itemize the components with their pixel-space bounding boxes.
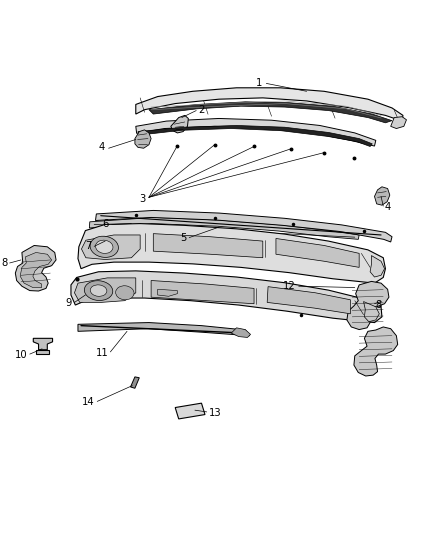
Text: 6: 6 [102, 220, 109, 229]
Polygon shape [364, 302, 379, 322]
Text: 11: 11 [96, 348, 109, 358]
Polygon shape [136, 118, 376, 146]
Text: 5: 5 [180, 233, 186, 244]
Text: 4: 4 [99, 142, 105, 152]
Polygon shape [370, 255, 385, 277]
Polygon shape [231, 328, 251, 337]
Text: 7: 7 [85, 241, 91, 252]
Polygon shape [158, 289, 177, 296]
Text: 9: 9 [65, 298, 72, 308]
Ellipse shape [95, 240, 113, 253]
Polygon shape [36, 350, 49, 354]
Polygon shape [78, 322, 250, 336]
Polygon shape [74, 278, 136, 302]
Polygon shape [81, 235, 140, 260]
Polygon shape [131, 377, 139, 388]
Text: 8: 8 [2, 258, 8, 268]
Polygon shape [374, 187, 390, 205]
Polygon shape [276, 238, 359, 268]
Polygon shape [138, 125, 372, 147]
Polygon shape [149, 102, 392, 123]
Polygon shape [20, 253, 52, 287]
Ellipse shape [90, 236, 118, 257]
Text: 8: 8 [376, 300, 382, 310]
Text: 12: 12 [283, 281, 296, 291]
Polygon shape [151, 280, 254, 304]
Polygon shape [15, 246, 56, 291]
Ellipse shape [116, 286, 134, 300]
Polygon shape [347, 281, 389, 329]
Text: 3: 3 [139, 193, 145, 204]
Text: 2: 2 [198, 104, 205, 115]
Polygon shape [175, 403, 205, 419]
Polygon shape [33, 338, 53, 350]
Polygon shape [391, 117, 406, 128]
Polygon shape [354, 327, 398, 376]
Polygon shape [136, 88, 403, 121]
Ellipse shape [90, 285, 107, 296]
Polygon shape [267, 287, 350, 314]
Polygon shape [153, 233, 263, 258]
Polygon shape [171, 115, 188, 133]
Polygon shape [135, 130, 151, 148]
Polygon shape [78, 223, 385, 283]
Text: 13: 13 [209, 408, 222, 418]
Ellipse shape [85, 281, 113, 301]
Text: 10: 10 [14, 350, 27, 360]
Polygon shape [89, 217, 359, 239]
Polygon shape [71, 271, 382, 322]
Polygon shape [95, 211, 392, 242]
Text: 14: 14 [82, 397, 95, 407]
Text: 4: 4 [385, 202, 391, 212]
Text: 1: 1 [255, 77, 262, 87]
